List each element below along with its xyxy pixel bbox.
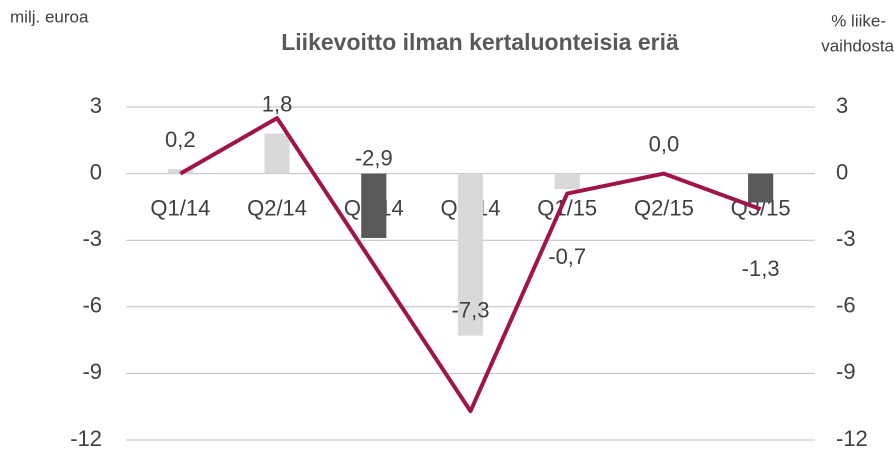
data-label: -0,7	[548, 244, 586, 269]
y-tick-label: -12	[70, 426, 102, 451]
x-tick-label: Q2/15	[634, 195, 694, 220]
bar	[748, 173, 774, 203]
data-label: -1,3	[742, 256, 780, 281]
x-tick-label: Q1/14	[150, 195, 210, 220]
data-label: 0,2	[165, 127, 196, 152]
y-axis-label: milj. euroa	[10, 7, 89, 26]
y-tick-label: -9	[82, 359, 102, 384]
y2-axis-label: vaihdosta	[821, 36, 894, 55]
x-tick-label: Q1/15	[537, 195, 597, 220]
data-label: 1,8	[262, 91, 293, 116]
y2-tick-label: -12	[836, 426, 868, 451]
x-tick-label: Q2/14	[247, 195, 307, 220]
y2-tick-label: -6	[836, 293, 856, 318]
y2-tick-label: -9	[836, 359, 856, 384]
data-label: 0,0	[649, 131, 680, 156]
chart-title: Liikevoitto ilman kertaluonteisia eriä	[281, 29, 679, 55]
data-label: -2,9	[355, 145, 393, 170]
bar	[264, 133, 290, 174]
y2-tick-label: -3	[836, 226, 856, 251]
bar	[457, 173, 484, 336]
y-tick-label: 0	[90, 159, 102, 184]
bar	[361, 173, 387, 238]
y2-tick-label: 3	[836, 93, 848, 118]
y-tick-label: 3	[90, 93, 102, 118]
y2-tick-label: 0	[836, 159, 848, 184]
y-tick-label: -3	[82, 226, 102, 251]
line	[179, 116, 762, 414]
data-label: -7,3	[452, 297, 490, 322]
y2-axis-label: % liike-	[831, 11, 886, 30]
bar	[554, 173, 580, 190]
y-tick-label: -6	[82, 293, 102, 318]
